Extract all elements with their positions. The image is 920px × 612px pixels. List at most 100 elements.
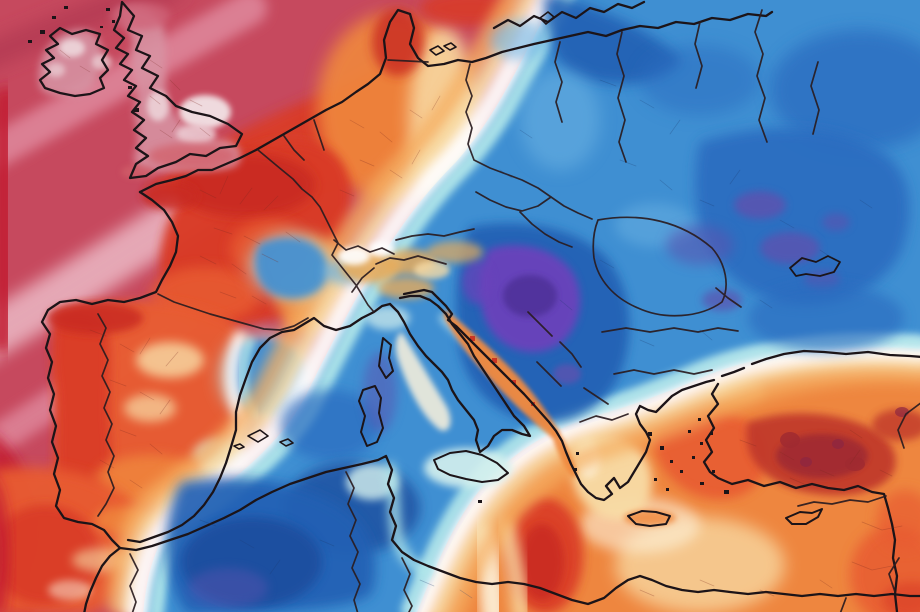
sirte-cream-gap — [496, 519, 530, 612]
coastline-marmara-blacksea — [720, 349, 920, 378]
left-edge-red-streak — [0, 87, 19, 353]
ireland-pale-2 — [47, 63, 65, 77]
serbia-purple-core — [503, 275, 557, 317]
island-corsica — [378, 337, 394, 379]
coastline-great-britain — [112, 0, 244, 180]
great-britain-pink-fill — [118, 7, 241, 173]
se-band-light-orange — [441, 361, 920, 612]
sicily-pale-cyan — [424, 448, 512, 488]
coastline-italy — [388, 294, 532, 454]
islands-denmark-gotland — [429, 11, 555, 56]
black-sea-blue — [748, 284, 904, 352]
border-benelux — [283, 119, 325, 161]
alps-white-spot-1 — [338, 247, 370, 265]
apennines-cream-streak — [395, 332, 451, 431]
anatolia-maroon-spot-2 — [845, 457, 865, 471]
coastline-spain-med-france — [126, 302, 392, 544]
border-baltics-east — [554, 9, 820, 163]
border-carpathia-romania — [592, 216, 742, 317]
anatolia-maroon-core — [776, 434, 868, 478]
midlands-pale — [176, 124, 216, 144]
algeria-purple-tinge — [188, 568, 268, 608]
ne-corner-dark — [770, 30, 920, 150]
cold-interior-detail — [166, 0, 920, 612]
alps-france-blue-blob — [255, 237, 328, 299]
anatolia-wine-spot-2 — [832, 439, 844, 449]
island-cyprus — [785, 508, 823, 525]
corsica-sardinia-purple — [363, 352, 397, 432]
ionian-red-core — [520, 524, 564, 600]
west-band-light-orange — [106, 0, 525, 612]
portugal-red-band — [51, 310, 112, 523]
morocco-left-deep-red — [0, 488, 10, 612]
coastline-east-adriatic-greece — [436, 296, 716, 502]
admin-texture-cold-east — [499, 79, 873, 347]
admin-texture-france — [199, 175, 301, 305]
island-sicily — [433, 450, 509, 483]
border-germany-poland-czech — [387, 59, 552, 241]
slovenia-purple — [462, 260, 492, 304]
belarus-mid-blue — [640, 45, 760, 115]
southeast-warm-field — [421, 350, 920, 612]
border-north-africa — [129, 471, 847, 612]
border-hungary-serbia — [519, 196, 609, 405]
rose-band-6 — [0, 0, 178, 67]
anatolia-wine-spot-1 — [800, 457, 812, 467]
coastline-norway-south — [492, 0, 646, 30]
coastline-morocco-atlantic — [83, 546, 122, 612]
admin-texture-turkey — [739, 429, 893, 485]
border-bulgaria-greece — [579, 327, 739, 423]
kosovo-purple-spot — [553, 364, 581, 384]
coastlines — [28, 0, 920, 612]
alps-cream-spot — [414, 261, 450, 279]
galicia-dark-red — [47, 302, 143, 334]
islands-balearics — [233, 429, 294, 450]
border-alpine-states — [333, 239, 447, 293]
coastline-north-africa — [118, 454, 920, 606]
border-france-east — [257, 149, 375, 313]
baltic-light-patch — [490, 20, 550, 60]
ukraine-purple-2 — [760, 232, 820, 264]
country-borders — [97, 9, 920, 612]
north-england-white — [179, 95, 231, 129]
ukraine-dark-mass — [695, 128, 910, 305]
coastline-venice-trieste — [402, 288, 440, 300]
admin-texture-germany — [339, 95, 441, 197]
se-band-cream — [426, 350, 920, 612]
meseta-cream-1 — [136, 342, 204, 378]
scandinavia-dark-blue — [544, 0, 682, 84]
ne-turkey-red — [872, 409, 920, 441]
admin-boundaries — [59, 49, 903, 599]
morocco-red-core — [0, 505, 100, 605]
border-pyrenees — [157, 293, 309, 331]
south-england-red — [148, 143, 236, 169]
ne-turkey-wine-dot — [895, 407, 909, 417]
tyrrhenian-mid-blue — [280, 390, 380, 460]
poland-light-patch — [520, 70, 600, 170]
border-portugal-spain — [97, 313, 115, 517]
ukraine-purple-4 — [822, 213, 850, 231]
ukraine-purple-1 — [734, 191, 786, 219]
border-turkey-east-levant — [797, 402, 920, 593]
admin-texture-iberia — [89, 329, 179, 489]
west-band-cream — [118, 0, 541, 612]
po-valley-tan — [378, 277, 434, 299]
aegean-west-turkey-red — [654, 413, 768, 500]
island-crete — [627, 510, 671, 527]
alps-white-spot-2 — [369, 242, 395, 256]
peninsula-crimea — [789, 255, 841, 277]
coastline-ireland — [38, 26, 110, 98]
nw-england-white — [147, 91, 169, 121]
north-scotland-red — [110, 2, 170, 30]
tunisia-cyan-coast — [384, 462, 434, 578]
coastline-biscay-iberia — [40, 190, 180, 550]
austria-tan — [427, 241, 483, 263]
coastline-continent-north — [138, 8, 774, 194]
admin-texture-uk — [59, 49, 211, 139]
ireland-pale-1 — [59, 39, 85, 57]
ukraine-purple-3 — [702, 289, 742, 311]
meseta-cream-2 — [124, 394, 176, 422]
island-sardinia — [358, 385, 384, 447]
